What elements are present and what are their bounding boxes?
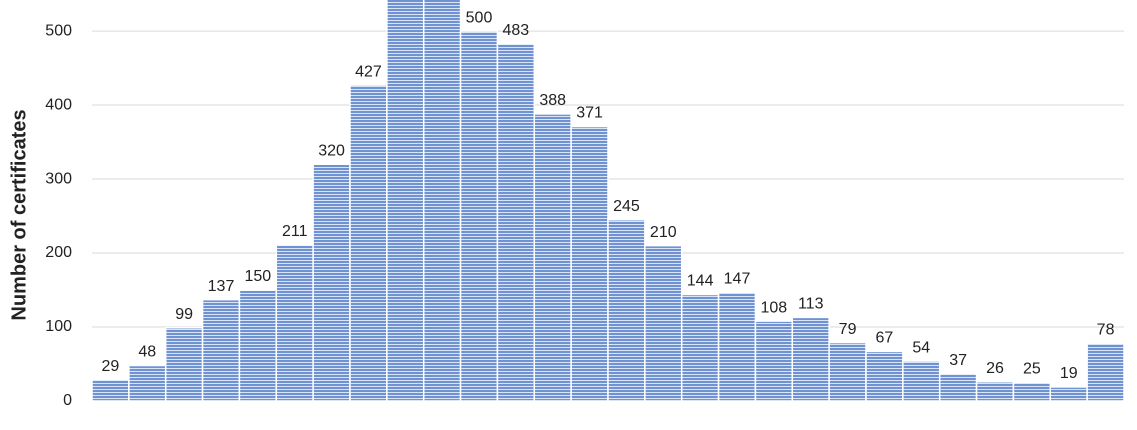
bar (975, 381, 1015, 402)
bar (1012, 381, 1052, 402)
data-label: 29 (102, 358, 120, 375)
bar (459, 30, 499, 402)
data-label: 144 (687, 273, 714, 290)
data-label: 210 (650, 224, 677, 241)
data-label: 54 (912, 339, 930, 356)
bar (680, 293, 720, 402)
data-label: 108 (761, 299, 788, 316)
data-label: 483 (503, 22, 530, 39)
bar (754, 320, 794, 402)
data-label: 245 (613, 198, 640, 215)
data-label: 79 (839, 321, 857, 338)
data-label: 371 (576, 105, 603, 122)
data-label: 500 (466, 9, 493, 26)
y-tick-label: 400 (45, 96, 72, 113)
bar (91, 378, 130, 402)
data-label: 19 (1060, 365, 1078, 382)
bar (496, 42, 536, 402)
bar (349, 84, 388, 402)
data-label: 211 (282, 223, 308, 240)
bar (164, 327, 204, 402)
data-label: 26 (986, 360, 1004, 377)
data-label: 99 (175, 306, 193, 323)
data-label: 137 (208, 278, 235, 295)
data-label: 67 (876, 330, 894, 347)
data-label: 113 (798, 296, 824, 313)
bar (312, 163, 351, 402)
y-tick-label: 100 (45, 318, 72, 335)
y-tick-label: 200 (45, 244, 72, 261)
y-tick-label: 300 (45, 170, 72, 187)
bar (275, 244, 314, 402)
bar (1086, 342, 1125, 402)
data-label: 150 (245, 268, 272, 285)
data-label: 25 (1023, 361, 1041, 378)
data-label: 147 (724, 270, 751, 287)
bar (533, 113, 572, 402)
bar (1049, 386, 1088, 402)
bar (201, 298, 241, 402)
bar (865, 350, 904, 402)
data-label: 320 (318, 142, 345, 159)
bar (128, 364, 167, 402)
bar (422, 0, 462, 402)
bar (238, 289, 278, 402)
bar (938, 372, 978, 402)
bar (386, 0, 425, 402)
bar (902, 360, 941, 402)
data-label: 388 (539, 92, 566, 109)
bar (607, 218, 646, 402)
bar (570, 125, 609, 402)
y-tick-label: 0 (63, 392, 72, 409)
data-label: 78 (1097, 322, 1115, 339)
data-label: 48 (138, 344, 156, 361)
bar (828, 341, 867, 402)
y-tick-label: 500 (45, 22, 72, 39)
bar (791, 316, 830, 402)
data-label: 427 (355, 63, 382, 80)
y-axis-label: Number of certificates (8, 109, 30, 320)
bar (644, 244, 683, 402)
data-label: 37 (949, 352, 967, 369)
bar (717, 291, 757, 402)
